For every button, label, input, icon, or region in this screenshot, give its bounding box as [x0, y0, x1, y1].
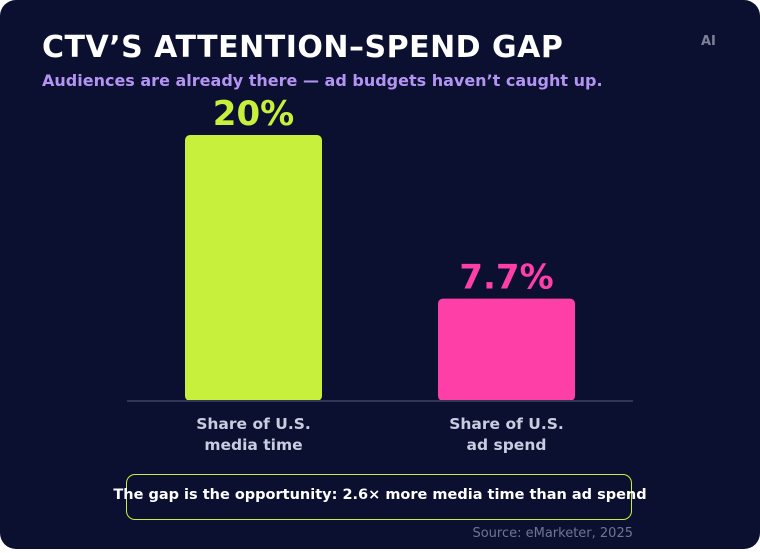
category-label-0-line-1: media time [204, 436, 302, 454]
chart-subtitle: Audiences are already there — ad budgets… [42, 71, 603, 90]
callout-text: The gap is the opportunity: 2.6× more me… [113, 487, 647, 503]
callout-box [126, 474, 632, 520]
category-label-1-line-0: Share of U.S. [449, 415, 564, 433]
bar-0 [185, 135, 322, 401]
category-label-1-line-1: ad spend [467, 436, 547, 454]
bar-value-label-1: 7.7% [459, 258, 553, 298]
source-note: Source: eMarketer, 2025 [472, 526, 633, 541]
ai-badge: AI [701, 34, 716, 49]
bar-value-label-0: 20% [213, 94, 294, 134]
bar-chart: 20% Share of U.S. media time 7.7% Share of U… [127, 94, 633, 454]
category-label-0-line-0: Share of U.S. [196, 415, 311, 433]
chart-title: CTV’S ATTENTION–SPEND GAP [42, 30, 564, 65]
bar-1 [438, 298, 575, 401]
